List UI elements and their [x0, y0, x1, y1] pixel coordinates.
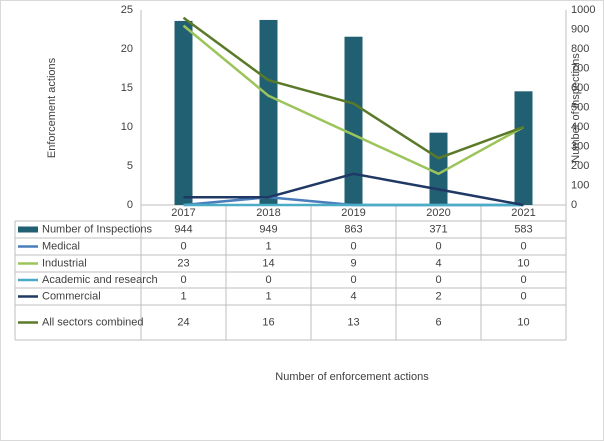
legend-key — [18, 226, 38, 233]
y2-tick-label: 800 — [571, 43, 589, 55]
table-cell: 0 — [180, 240, 186, 252]
legend-label: Academic and research — [42, 274, 158, 286]
y-tick-label: 10 — [121, 121, 133, 133]
table-cell: 1 — [265, 290, 271, 302]
table-cell: 1 — [265, 240, 271, 252]
table-cell: 1 — [180, 290, 186, 302]
table-cell: 0 — [265, 274, 271, 286]
y2-tick-label: 600 — [571, 82, 589, 94]
bar — [429, 132, 448, 205]
y-tick-label: 0 — [127, 199, 133, 211]
y2-tick-label: 300 — [571, 140, 589, 152]
table-cell: 371 — [429, 223, 447, 235]
table-cell: 0 — [520, 240, 526, 252]
y2-tick-label: 0 — [571, 199, 577, 211]
y2-tick-label: 1000 — [571, 4, 595, 16]
table-cell: 14 — [262, 257, 274, 269]
table-cell: 4 — [435, 257, 441, 269]
table-cell: 16 — [262, 316, 274, 328]
y2-tick-label: 200 — [571, 160, 589, 172]
table-cell: 944 — [174, 223, 192, 235]
table-cell: 24 — [177, 316, 189, 328]
x-axis-label: Number of enforcement actions — [275, 371, 429, 383]
y-tick-label: 5 — [127, 160, 133, 172]
bar — [344, 36, 363, 206]
line — [182, 16, 524, 160]
y2-tick-label: 400 — [571, 121, 589, 133]
table-cell: 0 — [350, 240, 356, 252]
legend-label: All sectors combined — [42, 316, 144, 328]
table-cell: 4 — [350, 290, 356, 302]
x-tick-label: 2020 — [426, 207, 450, 219]
x-tick-label: 2019 — [341, 207, 365, 219]
table-cell: 583 — [514, 223, 532, 235]
table-cell: 10 — [517, 316, 529, 328]
table-cell: 0 — [520, 290, 526, 302]
table-cell: 863 — [344, 223, 362, 235]
x-tick-label: 2021 — [511, 207, 535, 219]
y2-tick-label: 100 — [571, 179, 589, 191]
bar — [514, 91, 533, 205]
table-cell: 0 — [435, 274, 441, 286]
legend-label: Commercial — [42, 290, 101, 302]
table-cell: 0 — [180, 274, 186, 286]
table-cell: 9 — [350, 257, 356, 269]
table-cell: 6 — [435, 316, 441, 328]
y-tick-label: 25 — [121, 4, 133, 16]
y-tick-label: 15 — [121, 82, 133, 94]
legend-label: Medical — [42, 240, 80, 252]
y2-tick-label: 700 — [571, 62, 589, 74]
y-axis-label: Enforcement actions — [46, 57, 58, 158]
bar — [259, 19, 278, 205]
table-cell: 0 — [520, 274, 526, 286]
legend-label: Industrial — [42, 257, 87, 269]
x-tick-label: 2017 — [171, 207, 195, 219]
table-cell: 0 — [435, 240, 441, 252]
table-cell: 23 — [177, 257, 189, 269]
table-cell: 10 — [517, 257, 529, 269]
line — [183, 172, 524, 207]
y2-tick-label: 900 — [571, 23, 589, 35]
table-cell: 2 — [435, 290, 441, 302]
y-tick-label: 20 — [121, 43, 133, 55]
table-cell: 0 — [350, 274, 356, 286]
bar — [174, 20, 193, 206]
x-tick-label: 2018 — [256, 207, 280, 219]
table-cell: 13 — [347, 316, 359, 328]
y2-axis-label: Number of inspections — [570, 53, 582, 163]
table-cell: 949 — [259, 223, 277, 235]
legend-label: Number of Inspections — [42, 223, 153, 235]
y2-tick-label: 500 — [571, 101, 589, 113]
line — [182, 24, 525, 176]
